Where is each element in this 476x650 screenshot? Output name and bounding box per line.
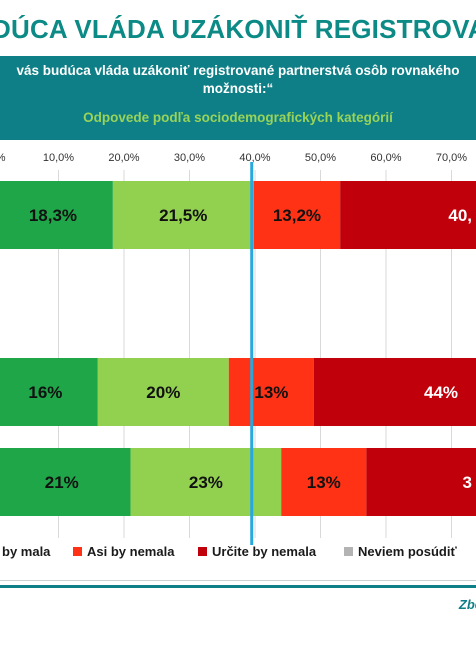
legend-label: Asi by nemala xyxy=(87,544,175,559)
x-tick-label: 60,0% xyxy=(370,152,401,164)
legend-swatch xyxy=(344,547,353,556)
chart-area: 0,0% 10,0% 20,0% 30,0% 40,0% 50,0% 60,0% 70,0% 1… xyxy=(0,140,476,581)
bar-segment xyxy=(340,181,476,249)
legend-item-urcite-by-nemala: Určite by nemala xyxy=(198,544,316,559)
x-tick-label: 0,0% xyxy=(0,152,6,164)
legend-item-asi-by-mala: by mala xyxy=(2,544,50,559)
footer-source: Zbe xyxy=(458,597,476,612)
bar-segment xyxy=(0,358,98,426)
data-label: 18,3% xyxy=(29,206,77,225)
legend-label: Neviem posúdiť xyxy=(358,544,457,559)
bar-segment xyxy=(313,358,476,426)
bar-segment xyxy=(0,181,113,249)
legend-item-neviem: Neviem posúdiť xyxy=(344,544,457,559)
x-tick-label: 70,0% xyxy=(436,152,467,164)
bar-segment xyxy=(228,358,314,426)
bar-segment xyxy=(112,181,254,249)
question-line-2: možnosti:“ xyxy=(202,81,274,96)
title-bar: DÚCA VLÁDA UZÁKONIŤ REGISTROVANÉ P xyxy=(0,0,476,52)
bar-segment xyxy=(253,181,341,249)
chart-legend: by mala Asi by nemala Určite by nemala N… xyxy=(0,544,476,566)
bar-segment xyxy=(130,448,282,516)
data-label: 3 xyxy=(463,473,472,492)
legend-item-asi-by-nemala: Asi by nemala xyxy=(73,544,174,559)
bar-segment xyxy=(366,448,476,516)
bar-segment xyxy=(0,448,131,516)
bar-segment xyxy=(97,358,229,426)
data-label: 16% xyxy=(28,383,62,402)
x-tick-label: 30,0% xyxy=(174,152,205,164)
legend-swatch xyxy=(73,547,82,556)
data-label: 13% xyxy=(307,473,341,492)
legend-label: by mala xyxy=(2,544,51,559)
legend-swatch xyxy=(198,547,207,556)
legend-label: Určite by nemala xyxy=(212,544,317,559)
x-tick-label: 50,0% xyxy=(305,152,336,164)
data-label: 21% xyxy=(45,473,79,492)
chart-subtitle: Odpovede podľa sociodemografických kateg… xyxy=(83,110,393,125)
data-label: 20% xyxy=(146,383,180,402)
data-label: 23% xyxy=(189,473,223,492)
data-label: 13,2% xyxy=(273,206,321,225)
data-label: 44% xyxy=(424,383,458,402)
data-label: 13% xyxy=(254,383,288,402)
bar-segment xyxy=(281,448,367,516)
data-label: 21,5% xyxy=(159,206,207,225)
question-line-1: vás budúca vláda uzákoniť registrované p… xyxy=(16,63,460,78)
x-tick-label: 20,0% xyxy=(108,152,139,164)
page-title: DÚCA VLÁDA UZÁKONIŤ REGISTROVANÉ P xyxy=(0,14,476,44)
x-tick-label: 40,0% xyxy=(239,152,270,164)
bottom-divider xyxy=(0,585,476,588)
question-band: vás budúca vláda uzákoniť registrované p… xyxy=(0,56,476,140)
stacked-bar-chart: 0,0% 10,0% 20,0% 30,0% 40,0% 50,0% 60,0% 70,0% 1… xyxy=(0,152,476,545)
data-label: 40, xyxy=(448,206,472,225)
x-tick-label: 10,0% xyxy=(43,152,74,164)
